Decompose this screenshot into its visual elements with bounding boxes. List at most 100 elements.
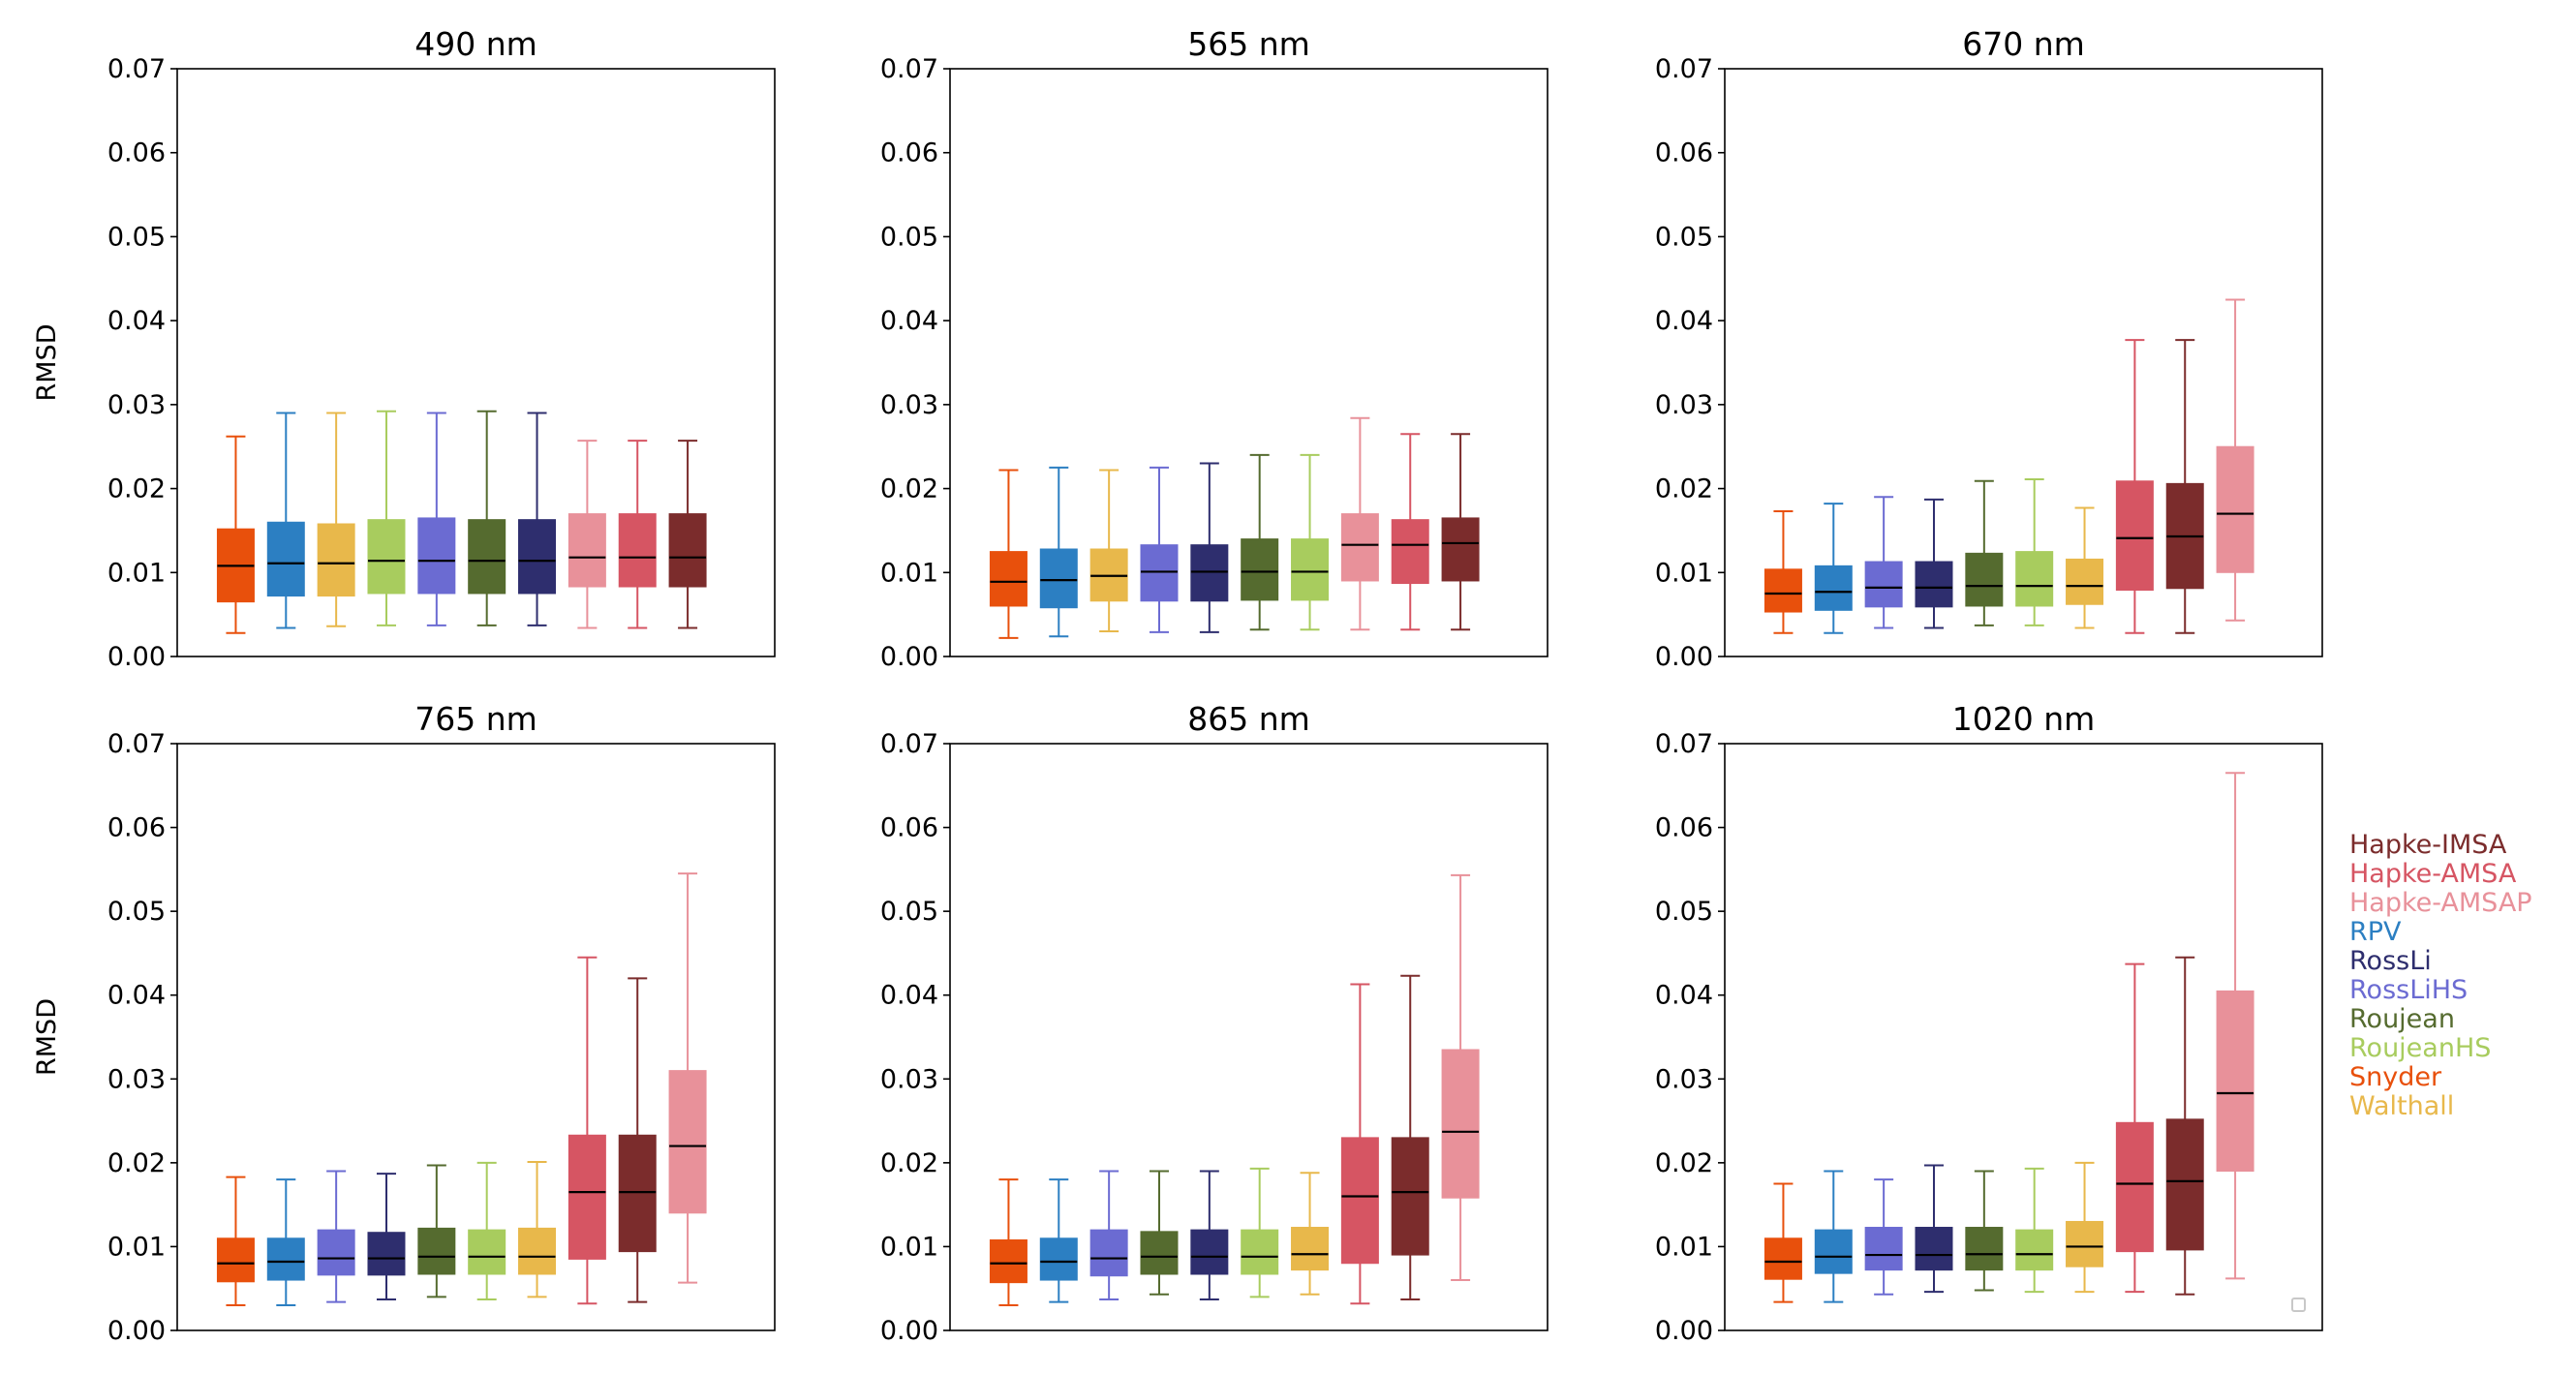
box-rpv (1039, 466, 1078, 638)
box-hapke-amsap (2216, 772, 2254, 1280)
box-rosslihs (1864, 496, 1903, 629)
box-roujeanhs (2015, 478, 2054, 626)
iqr-box (1965, 552, 2004, 607)
y-tick-label: 0.00 (880, 1316, 938, 1346)
box-snyder (1763, 1182, 1802, 1303)
box-snyder (989, 1178, 1027, 1307)
box-hapke-amsap (668, 872, 707, 1284)
panel-title: 565 nm (1187, 25, 1310, 63)
box-hapke-imsa (2165, 339, 2204, 634)
iqr-box (1140, 544, 1179, 602)
y-tick-label: 0.04 (107, 981, 166, 1011)
y-tick-label: 0.06 (107, 138, 166, 168)
y-tick-label: 0.00 (107, 1316, 166, 1346)
box-rosslihs (417, 412, 456, 626)
box-hapke-amsap (1441, 873, 1480, 1282)
y-tick-label: 0.06 (1655, 813, 1713, 843)
y-tick-label: 0.07 (1655, 729, 1713, 759)
legend-item-rosslihs: RossLiHS (2349, 975, 2469, 1005)
iqr-box (1915, 561, 1953, 608)
box-rosslihs (317, 1170, 355, 1303)
legend-item-roujean: Roujean (2349, 1004, 2455, 1034)
y-tick-label: 0.03 (107, 390, 166, 420)
box-roujean (1965, 1170, 2004, 1292)
box-roujeanhs (1291, 453, 1330, 631)
iqr-box (1241, 1229, 1279, 1275)
iqr-box (1814, 1229, 1853, 1274)
box-rpv (266, 412, 305, 629)
panel-title: 1020 nm (1952, 700, 2096, 738)
box-rossli (1190, 462, 1229, 633)
box-hapke-imsa (1441, 433, 1480, 631)
iqr-box (216, 1237, 255, 1283)
box-roujean (1965, 479, 2004, 626)
box-rossli (1915, 1164, 1953, 1294)
iqr-box (618, 513, 657, 588)
iqr-box (2066, 1220, 2104, 1267)
y-tick-label: 0.04 (880, 306, 938, 336)
iqr-box (1140, 1231, 1179, 1275)
y-tick-label: 0.05 (107, 897, 166, 927)
box-rossli (367, 1173, 406, 1300)
box-roujean (417, 1164, 456, 1298)
panel-670-nm: 0.00 0.01 0.02 0.03 0.04 0.05 0.06 0.07 670 nm (1655, 25, 2323, 672)
iqr-box (1441, 517, 1480, 582)
y-tick-label: 0.07 (880, 729, 938, 759)
iqr-box (1291, 538, 1330, 601)
y-tick-label: 0.07 (1655, 54, 1713, 84)
y-tick-label: 0.02 (1655, 474, 1713, 504)
y-tick-label: 0.04 (107, 306, 166, 336)
y-axis-label: RMSD (32, 324, 62, 402)
box-snyder (989, 469, 1027, 639)
box-rpv (1814, 1170, 1853, 1303)
iqr-box (1814, 565, 1853, 611)
y-tick-label: 0.07 (107, 729, 166, 759)
box-hapke-amsap (567, 440, 606, 629)
iqr-box (1190, 544, 1229, 602)
box-hapke-imsa (2165, 956, 2204, 1296)
y-tick-label: 0.05 (1655, 897, 1713, 927)
y-tick-label: 0.06 (880, 813, 938, 843)
box-walthall (2066, 1161, 2104, 1294)
iqr-box (989, 551, 1027, 607)
box-walthall (1089, 469, 1128, 632)
iqr-box (1039, 548, 1078, 609)
iqr-box (1864, 1227, 1903, 1271)
y-tick-label: 0.07 (107, 54, 166, 84)
box-walthall (518, 1160, 557, 1298)
iqr-box (2216, 990, 2254, 1173)
iqr-box (989, 1239, 1027, 1284)
y-tick-label: 0.01 (107, 558, 166, 588)
iqr-box (2015, 551, 2054, 607)
box-hapke-amsa (2115, 962, 2154, 1294)
legend-item-hapke-amsap: Hapke-AMSAP (2349, 888, 2532, 918)
box-hapke-imsa (618, 977, 657, 1303)
box-roujeanhs (1241, 1167, 1279, 1298)
y-tick-label: 0.02 (880, 474, 938, 504)
box-walthall (2066, 506, 2104, 629)
iqr-box (1864, 561, 1903, 608)
box-walthall (1291, 1172, 1330, 1296)
iqr-box (567, 1134, 606, 1260)
panel-1020-nm: 0.00 0.01 0.02 0.03 0.04 0.05 0.06 0.07 1020 nm (1655, 700, 2323, 1346)
y-tick-label: 0.00 (880, 642, 938, 672)
legend-item-snyder: Snyder (2349, 1062, 2442, 1092)
iqr-box (618, 1134, 657, 1253)
iqr-box (1441, 1049, 1480, 1199)
box-hapke-amsa (567, 956, 606, 1305)
box-snyder (1763, 509, 1802, 634)
panel-title: 865 nm (1187, 700, 1310, 738)
panel-865-nm: 0.00 0.01 0.02 0.03 0.04 0.05 0.06 0.07 865 nm (880, 700, 1549, 1346)
box-hapke-amsap (2216, 298, 2254, 622)
y-tick-label: 0.03 (107, 1064, 166, 1094)
y-tick-label: 0.00 (1655, 642, 1713, 672)
y-tick-label: 0.03 (1655, 1064, 1713, 1094)
iqr-box (266, 1237, 305, 1281)
box-hapke-imsa (1391, 974, 1429, 1300)
axes-frame (949, 68, 1549, 657)
iqr-box (367, 519, 406, 595)
iqr-box (1915, 1227, 1953, 1271)
y-tick-label: 0.04 (1655, 981, 1713, 1011)
y-tick-label: 0.00 (107, 642, 166, 672)
